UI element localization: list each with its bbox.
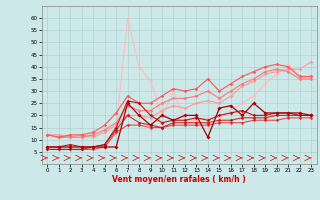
X-axis label: Vent moyen/en rafales ( km/h ): Vent moyen/en rafales ( km/h ) — [112, 175, 246, 184]
